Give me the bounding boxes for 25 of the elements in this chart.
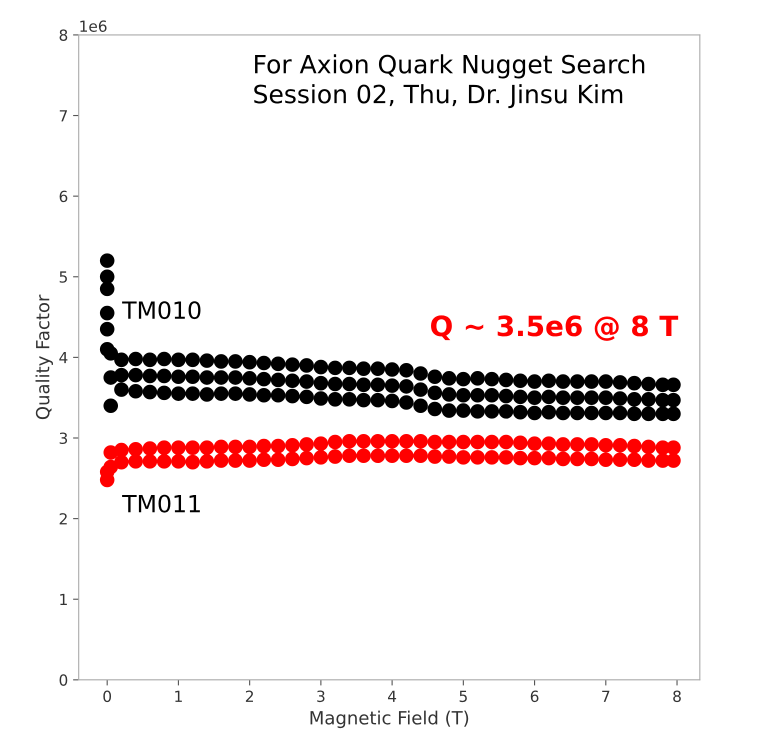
y-tick-label: 8 bbox=[60, 29, 68, 41]
annotation: Q ~ 3.5e6 @ 8 T bbox=[431, 315, 678, 341]
y-tick-label: 7 bbox=[60, 110, 67, 122]
x-tick-label: 7 bbox=[602, 690, 610, 702]
x-tick-label: 5 bbox=[460, 690, 467, 702]
x-tick-label: 8 bbox=[673, 690, 681, 702]
series-label: TM011 bbox=[122, 494, 200, 513]
y-tick-label: 6 bbox=[60, 190, 68, 202]
series-label: TM010 bbox=[122, 301, 200, 320]
x-tick-label: 4 bbox=[388, 690, 396, 702]
y-axis-title: Quality Factor bbox=[36, 294, 53, 420]
y-tick-label: 2 bbox=[60, 513, 67, 524]
x-tick-label: 6 bbox=[530, 690, 538, 702]
x-tick-label: 3 bbox=[317, 690, 325, 702]
annotation: For Axion Quark Nugget Search Session 02, Thu, Dr. Jinsu Kim bbox=[254, 54, 644, 108]
text: 1e6 bbox=[80, 20, 107, 32]
x-tick-label: 2 bbox=[246, 690, 253, 702]
y-tick-label: 4 bbox=[59, 352, 68, 364]
y-tick-label: 5 bbox=[60, 271, 67, 283]
y-tick-label: 1 bbox=[60, 594, 67, 606]
x-tick-label: 0 bbox=[103, 690, 112, 702]
y-tick-label: 0 bbox=[60, 674, 68, 686]
x-axis-title: Magnetic Field (T) bbox=[310, 710, 468, 728]
y-tick-label: 3 bbox=[60, 432, 68, 444]
x-tick-label: 1 bbox=[175, 690, 182, 702]
